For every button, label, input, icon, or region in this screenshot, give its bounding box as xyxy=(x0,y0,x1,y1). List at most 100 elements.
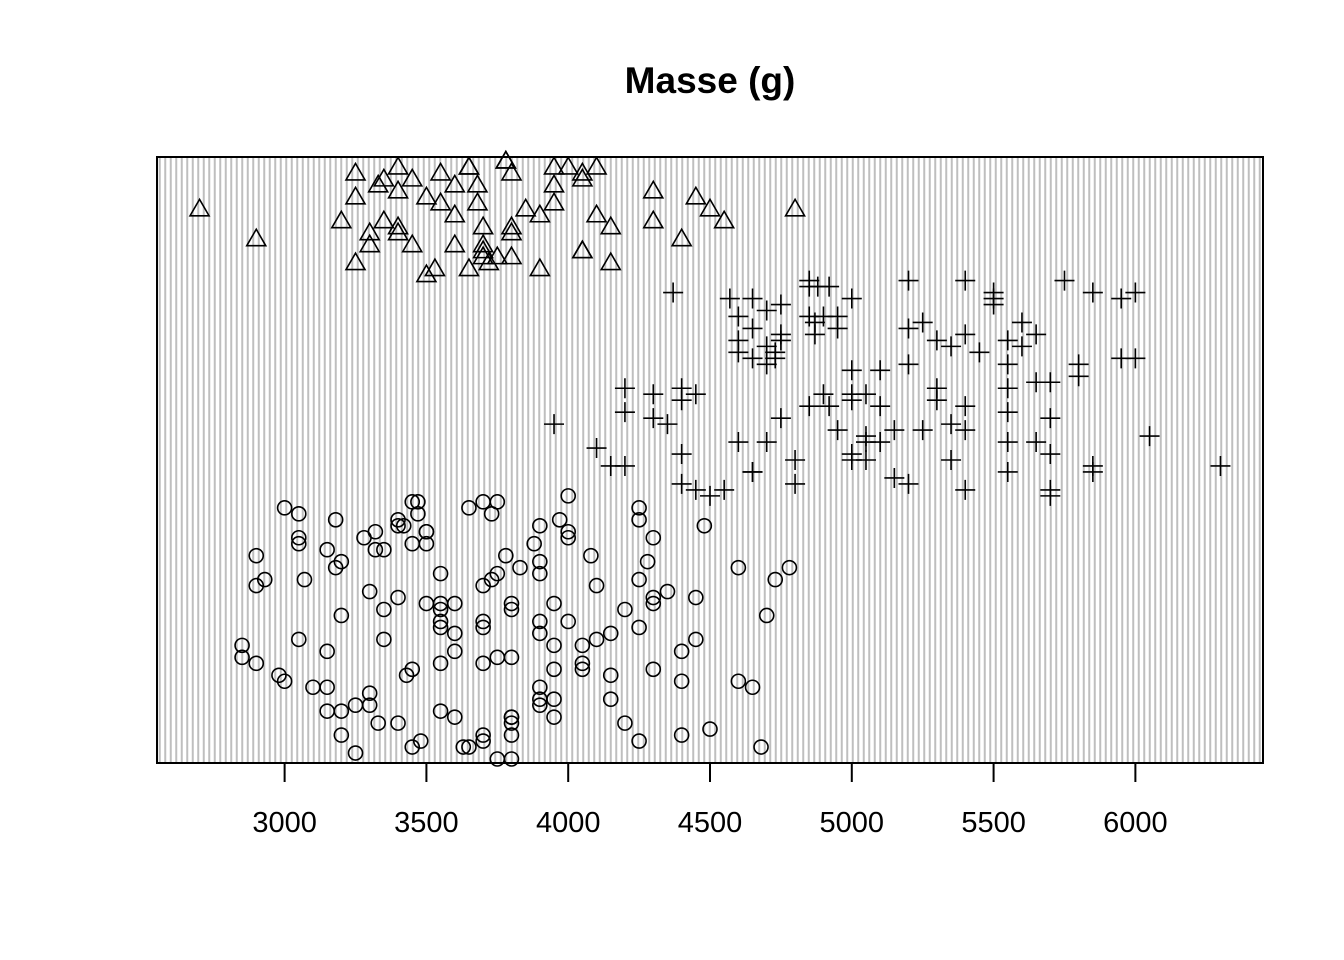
point-triangle-24 xyxy=(443,233,466,253)
point-plus-45 xyxy=(804,324,825,345)
point-circle-134 xyxy=(673,727,690,743)
point-circle-83 xyxy=(503,601,520,618)
point-plus-111 xyxy=(1082,461,1103,482)
point-circle-87 xyxy=(503,715,520,731)
point-circle-49 xyxy=(412,733,429,749)
point-circle-61 xyxy=(446,595,463,612)
point-circle-103 xyxy=(546,691,562,708)
point-circle-52 xyxy=(418,535,435,552)
x-tick-label-6000: 6000 xyxy=(1103,807,1168,839)
point-plus-16 xyxy=(700,485,720,506)
point-plus-115 xyxy=(1125,348,1146,369)
point-plus-37 xyxy=(770,408,791,429)
point-triangle-7 xyxy=(358,233,381,253)
point-plus-4 xyxy=(614,402,635,423)
point-circle-94 xyxy=(532,565,548,582)
point-circle-108 xyxy=(560,529,577,546)
point-circle-1 xyxy=(234,649,250,666)
point-plus-63 xyxy=(855,450,876,470)
point-plus-34 xyxy=(770,294,791,315)
point-plus-109 xyxy=(1082,282,1103,303)
point-triangle-13 xyxy=(387,215,409,235)
point-triangle-3 xyxy=(344,185,367,205)
x-tick-label-5500: 5500 xyxy=(961,807,1026,839)
point-plus-60 xyxy=(855,384,876,405)
point-circle-107 xyxy=(560,523,577,540)
point-circle-95 xyxy=(532,613,548,630)
point-circle-82 xyxy=(503,595,520,612)
point-circle-64 xyxy=(446,709,463,725)
point-triangle-4 xyxy=(344,161,367,181)
point-triangle-12 xyxy=(387,179,409,199)
point-triangle-15 xyxy=(401,167,424,187)
point-circle-135 xyxy=(688,589,704,606)
point-plus-0 xyxy=(544,414,565,435)
point-plus-96 xyxy=(1011,312,1032,333)
point-circle-145 xyxy=(781,559,798,576)
point-plus-43 xyxy=(799,396,820,417)
point-circle-45 xyxy=(404,661,421,678)
x-tick-label-3000: 3000 xyxy=(252,807,317,839)
point-circle-7 xyxy=(276,500,293,516)
point-triangle-20 xyxy=(429,161,452,181)
point-triangle-63 xyxy=(784,197,806,217)
point-plus-114 xyxy=(1125,282,1146,303)
point-circle-47 xyxy=(410,494,426,510)
point-triangle-8 xyxy=(367,173,390,193)
point-circle-65 xyxy=(455,739,472,755)
point-circle-110 xyxy=(574,637,591,654)
point-triangle-34 xyxy=(477,251,500,271)
data-marks xyxy=(188,149,1231,767)
point-circle-117 xyxy=(602,667,619,684)
point-circle-84 xyxy=(503,649,520,666)
point-plus-92 xyxy=(997,378,1018,399)
point-circle-46 xyxy=(404,739,421,755)
point-circle-120 xyxy=(617,715,633,731)
chart-title: Masse (g) xyxy=(625,60,796,101)
point-circle-127 xyxy=(645,529,662,546)
point-circle-144 xyxy=(767,571,784,588)
point-circle-21 xyxy=(333,553,350,570)
point-plus-116 xyxy=(1139,426,1160,447)
point-circle-114 xyxy=(588,577,605,594)
point-circle-11 xyxy=(290,535,307,552)
point-plus-36 xyxy=(770,330,791,351)
point-circle-73 xyxy=(475,727,491,743)
point-circle-15 xyxy=(319,541,335,558)
point-circle-131 xyxy=(659,583,676,600)
point-circle-30 xyxy=(361,697,378,713)
point-plus-106 xyxy=(1054,270,1075,291)
point-triangle-32 xyxy=(472,233,495,253)
point-circle-17 xyxy=(319,679,335,696)
point-circle-28 xyxy=(361,583,378,600)
point-circle-41 xyxy=(395,517,412,534)
point-plus-57 xyxy=(841,390,862,411)
point-circle-142 xyxy=(753,739,769,755)
point-triangle-60 xyxy=(684,185,707,205)
point-triangle-0 xyxy=(188,197,211,217)
point-circle-139 xyxy=(730,559,747,576)
point-circle-54 xyxy=(432,565,449,582)
plot-background xyxy=(157,157,1263,763)
point-plus-69 xyxy=(898,270,919,291)
point-circle-138 xyxy=(702,721,718,737)
point-plus-80 xyxy=(941,450,962,470)
point-plus-19 xyxy=(728,306,749,327)
point-circle-136 xyxy=(688,631,704,648)
point-circle-130 xyxy=(645,661,662,678)
point-plus-112 xyxy=(1111,288,1132,309)
point-circle-23 xyxy=(333,703,350,719)
point-circle-62 xyxy=(446,625,463,642)
point-plus-66 xyxy=(870,432,891,453)
point-circle-129 xyxy=(645,595,662,612)
point-circle-69 xyxy=(475,577,491,594)
point-triangle-14 xyxy=(387,221,409,241)
point-plus-28 xyxy=(756,300,777,321)
point-plus-85 xyxy=(955,479,976,500)
point-circle-115 xyxy=(588,631,605,648)
point-circle-91 xyxy=(526,535,542,552)
point-triangle-38 xyxy=(500,161,523,181)
point-circle-133 xyxy=(673,673,690,690)
x-tick-label-4500: 4500 xyxy=(678,807,743,839)
